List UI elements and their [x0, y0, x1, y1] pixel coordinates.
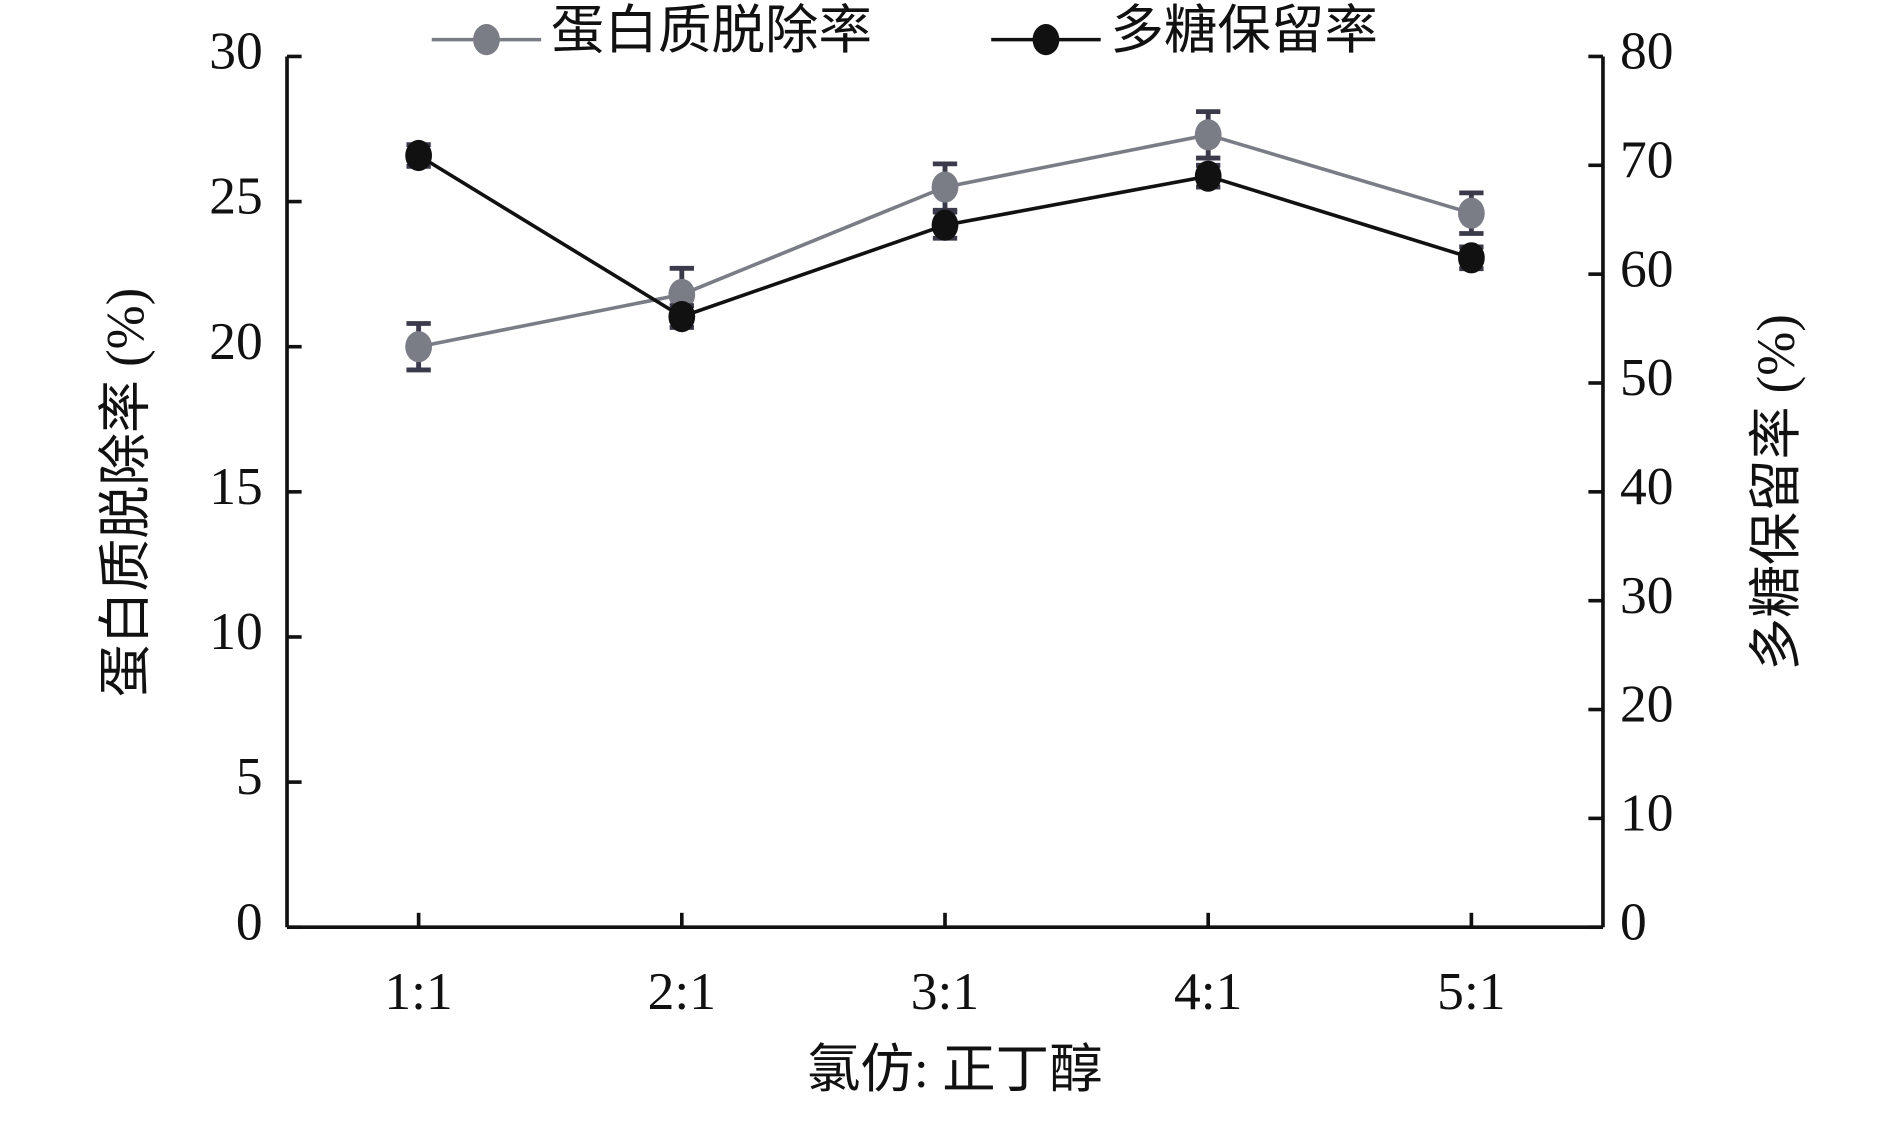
x-tick-label: 2:1	[648, 962, 716, 1021]
y-tick-label: 0	[236, 893, 263, 952]
data-point	[1458, 197, 1485, 229]
x-tick-label: 4:1	[1174, 962, 1242, 1021]
legend-label: 多糖保留率	[1110, 1, 1378, 60]
y-tick-label: 10	[209, 602, 263, 661]
y2-tick-label: 20	[1620, 675, 1674, 734]
legend-marker	[473, 24, 500, 56]
data-point	[405, 331, 432, 363]
y2-axis-label: 多糖保留率 (%)	[1747, 314, 1806, 671]
y-tick-label: 30	[209, 22, 263, 81]
data-point	[931, 209, 959, 241]
y-tick-label: 20	[209, 312, 263, 371]
data-point	[668, 300, 696, 333]
data-point	[1194, 160, 1222, 192]
y2-tick-label: 10	[1620, 784, 1674, 843]
x-tick-label: 1:1	[384, 962, 452, 1021]
data-point	[931, 171, 959, 203]
y2-tick-label: 60	[1620, 240, 1674, 299]
y2-tick-label: 40	[1620, 457, 1674, 516]
y2-tick-label: 0	[1620, 893, 1647, 952]
y2-tick-label: 80	[1620, 22, 1674, 81]
y-tick-label: 5	[236, 748, 263, 807]
y-axis-label: 蛋白质脱除率 (%)	[96, 288, 155, 697]
x-tick-label: 3:1	[911, 962, 979, 1021]
x-tick-label: 5:1	[1437, 962, 1505, 1021]
x-axis-label: 氯仿: 正丁醇	[807, 1040, 1103, 1099]
y-tick-label: 15	[209, 457, 263, 516]
y2-tick-label: 50	[1620, 348, 1674, 407]
data-point	[1194, 119, 1222, 151]
legend-label: 蛋白质脱除率	[551, 1, 872, 60]
y2-tick-label: 30	[1620, 566, 1674, 625]
data-point	[405, 139, 432, 172]
data-point	[1458, 242, 1485, 274]
y2-tick-label: 70	[1620, 131, 1674, 190]
data-point	[668, 278, 696, 311]
legend-marker	[1032, 24, 1060, 56]
y-tick-label: 25	[209, 167, 263, 226]
